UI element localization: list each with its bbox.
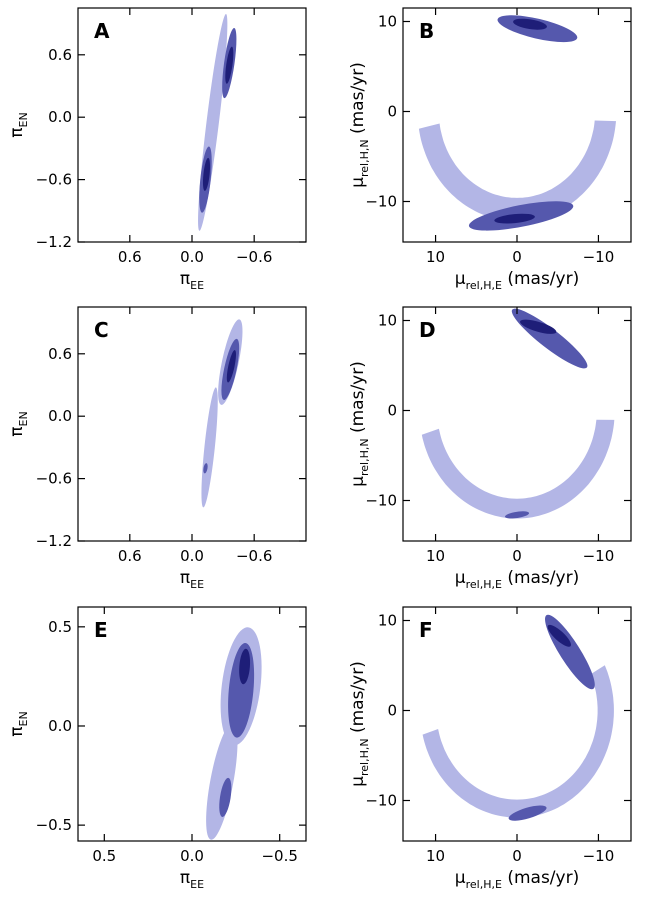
panel-a-ylabel: πEN xyxy=(7,112,30,137)
y-tick-label: 0 xyxy=(387,702,397,720)
x-tick-label: −10 xyxy=(583,248,615,266)
panel-f-ticks: 10 0 −10 −10 0 10 xyxy=(365,607,631,865)
x-tick-label: −10 xyxy=(583,547,615,565)
panel-d-xlabel: μrel,H,E (mas/yr) xyxy=(455,568,579,591)
y-tick-label: 10 xyxy=(378,612,397,630)
panel-d: 10 0 −10 −10 0 10 D μrel,H,E (mas/yr) μrel,H,… xyxy=(348,306,632,591)
y-tick-label: −10 xyxy=(365,792,397,810)
panel-c-ylabel: πEN xyxy=(7,411,30,436)
panel-b-contours xyxy=(418,15,616,231)
panel-e-xlabel: πEE xyxy=(180,868,204,891)
y-tick-label: −0.6 xyxy=(36,171,72,189)
x-tick-label: −0.6 xyxy=(236,547,272,565)
panel-a-frame xyxy=(77,7,307,243)
contour-region-ring xyxy=(418,120,616,222)
y-tick-label: 0.6 xyxy=(48,46,72,64)
y-tick-label: −1.2 xyxy=(36,233,72,251)
y-tick-label: −1.2 xyxy=(36,532,72,550)
y-tick-label: −0.5 xyxy=(36,816,72,834)
panel-c-xlabel: πEE xyxy=(180,568,204,591)
contour-region-level-1 xyxy=(198,14,228,231)
panel-b-ylabel: μrel,H,N (mas/yr) xyxy=(348,62,371,188)
x-tick-label: 0 xyxy=(512,547,522,565)
contour-region-ring xyxy=(422,665,614,818)
panel-e-ylabel: πEN xyxy=(7,711,30,736)
panel-b-ticks: 10 0 −10 −10 0 10 xyxy=(365,8,631,266)
y-tick-label: 0 xyxy=(387,103,397,121)
y-tick-label: 0.5 xyxy=(48,618,72,636)
contour-region-ring xyxy=(421,419,615,519)
panel-a: 0.6 0.0 −0.6 −1.2 −0.6 0.0 0.6 A πEE πEN xyxy=(7,7,307,292)
contour-region-level-3 xyxy=(202,157,211,191)
x-tick-label: 0 xyxy=(512,847,522,865)
panel-f-xlabel: μrel,H,E (mas/yr) xyxy=(455,868,579,891)
y-tick-label: 10 xyxy=(378,13,397,31)
panel-e-frame xyxy=(77,606,307,842)
panel-c-contours xyxy=(201,319,243,508)
panel-b-letter: B xyxy=(419,19,434,43)
y-tick-label: −0.6 xyxy=(36,470,72,488)
panel-d-contours xyxy=(421,308,615,519)
x-tick-label: −0.6 xyxy=(236,248,272,266)
x-tick-label: 10 xyxy=(426,847,445,865)
contour-region-level-2 xyxy=(545,614,595,690)
y-tick-label: 10 xyxy=(378,312,397,330)
panel-a-ticks: 0.6 0.0 −0.6 −1.2 −0.6 0.0 0.6 xyxy=(36,8,306,266)
panel-a-letter: A xyxy=(94,19,110,43)
x-tick-label: 0.5 xyxy=(92,847,116,865)
contour-region-level-2 xyxy=(511,308,588,369)
contour-region-level-1 xyxy=(201,387,218,508)
y-tick-label: −10 xyxy=(365,193,397,211)
contour-region-level-3 xyxy=(239,648,251,685)
y-tick-label: −10 xyxy=(365,492,397,510)
panel-d-letter: D xyxy=(419,318,436,342)
panel-e-letter: E xyxy=(94,618,108,642)
y-tick-label: 0.0 xyxy=(48,407,72,425)
panel-b-xlabel: μrel,H,E (mas/yr) xyxy=(455,269,579,292)
panel-f: 10 0 −10 −10 0 10 F μrel,H,E (mas/yr) μrel,H,… xyxy=(348,606,632,891)
x-tick-label: 10 xyxy=(426,547,445,565)
panel-f-letter: F xyxy=(419,618,433,642)
panel-f-ylabel: μrel,H,N (mas/yr) xyxy=(348,661,371,787)
x-tick-label: 0.0 xyxy=(180,547,204,565)
panel-f-contours xyxy=(422,614,614,821)
panel-e-contours xyxy=(206,627,262,840)
contour-region-level-2 xyxy=(203,463,208,474)
panel-b: 10 0 −10 −10 0 10 B μrel,H,E (mas/yr) μrel,H,… xyxy=(348,7,632,292)
y-tick-label: 0.0 xyxy=(48,108,72,126)
contour-region-level-3 xyxy=(547,624,571,647)
panel-c-frame xyxy=(77,306,307,542)
x-tick-label: −10 xyxy=(583,847,615,865)
contour-region-level-3 xyxy=(520,319,557,334)
contour-region-level-2 xyxy=(508,805,547,821)
panel-c: 0.6 0.0 −0.6 −1.2 −0.6 0.0 0.6 C πEE πEN xyxy=(7,306,307,591)
x-tick-label: 0.0 xyxy=(180,248,204,266)
panel-d-ylabel: μrel,H,N (mas/yr) xyxy=(348,361,371,487)
contour-region-level-3 xyxy=(513,18,547,30)
contour-region-level-3 xyxy=(226,350,236,383)
y-tick-label: 0.6 xyxy=(48,345,72,363)
contour-region-level-1 xyxy=(206,723,238,840)
panel-d-ticks: 10 0 −10 −10 0 10 xyxy=(365,307,631,565)
x-tick-label: 0 xyxy=(512,248,522,266)
x-tick-label: −0.5 xyxy=(261,847,297,865)
contour-region-level-2 xyxy=(219,777,232,817)
panel-e: 0.5 0.0 −0.5 −0.5 0.0 0.5 E πEE πEN xyxy=(7,606,307,891)
y-tick-label: 0 xyxy=(387,402,397,420)
x-tick-label: 10 xyxy=(426,248,445,266)
contour-region-level-3 xyxy=(494,213,535,224)
panel-c-ticks: 0.6 0.0 −0.6 −1.2 −0.6 0.0 0.6 xyxy=(36,307,306,565)
x-tick-label: 0.0 xyxy=(180,847,204,865)
contour-region-level-2 xyxy=(504,511,530,519)
y-tick-label: 0.0 xyxy=(48,717,72,735)
x-tick-label: 0.6 xyxy=(118,248,142,266)
panel-e-ticks: 0.5 0.0 −0.5 −0.5 0.0 0.5 xyxy=(36,607,306,865)
contour-region-level-3 xyxy=(225,46,234,84)
panel-a-xlabel: πEE xyxy=(180,269,204,292)
panel-c-letter: C xyxy=(94,318,109,342)
x-tick-label: 0.6 xyxy=(118,547,142,565)
panel-a-contours xyxy=(198,14,237,231)
